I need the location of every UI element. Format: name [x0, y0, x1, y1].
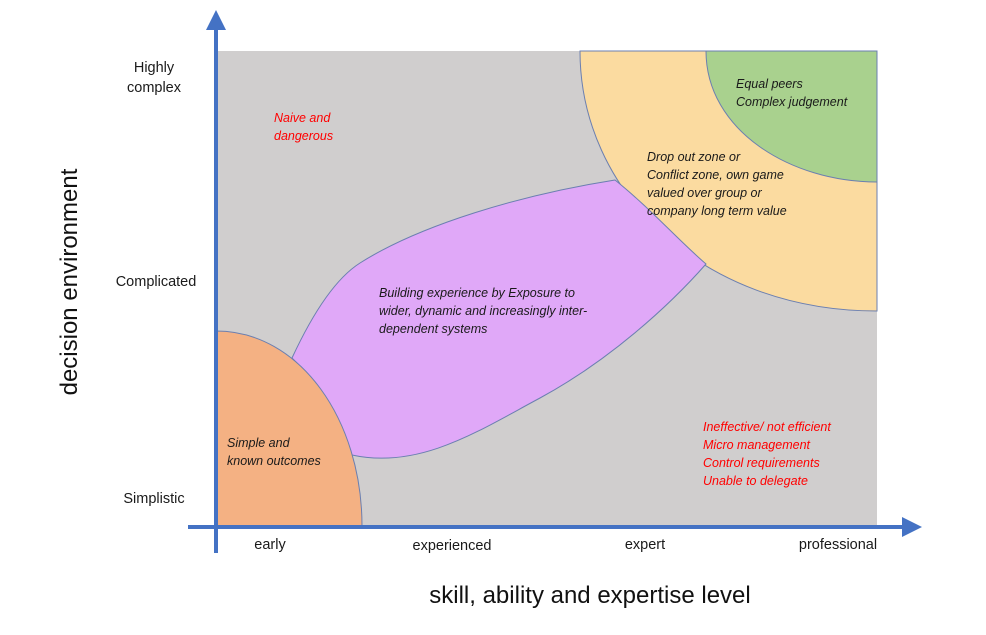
x-tick-experienced: experienced	[412, 538, 492, 554]
x-tick-professional: professional	[798, 537, 878, 553]
x-tick-early: early	[254, 537, 286, 553]
y-tick-complicated: Complicated	[115, 274, 197, 290]
simple-zone	[215, 330, 363, 527]
x-axis-title: skill, ability and expertise level	[429, 582, 751, 609]
peers-zone	[705, 50, 878, 183]
y-tick-simplistic: Simplistic	[123, 491, 185, 507]
zone-label-dropout: Drop out zone or Conflict zone, own game…	[647, 150, 787, 218]
zone-label-building: Building experience by Exposure to wider…	[379, 286, 588, 336]
zone-label-simple: Simple and known outcomes	[227, 436, 321, 468]
y-tick-highly-complex: Highly complex	[127, 60, 181, 96]
zone-label-naive: Naive and dangerous	[274, 111, 334, 143]
zone-label-peers: Equal peers Complex judgement	[736, 77, 848, 109]
x-tick-expert: expert	[624, 537, 666, 553]
zone-label-ineffective: Ineffective/ not efficient Micro managem…	[703, 420, 831, 488]
x-axis-arrow	[902, 517, 922, 537]
y-axis-arrow	[206, 10, 226, 30]
building-zone	[291, 179, 707, 459]
y-axis-title: decision environment	[56, 168, 83, 396]
